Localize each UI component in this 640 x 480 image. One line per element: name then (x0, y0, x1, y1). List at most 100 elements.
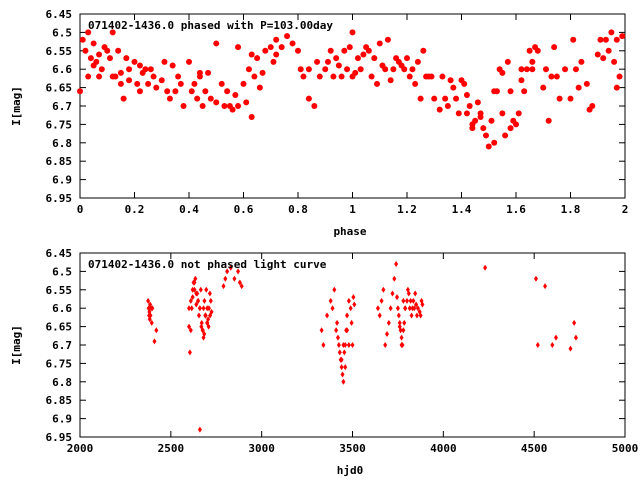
phased-data-point (371, 55, 378, 62)
unphased-data-point (203, 312, 208, 319)
phased-data-point (491, 139, 498, 146)
phased-data-point (295, 47, 301, 54)
phased-data-point (602, 36, 609, 43)
phased-data-point (597, 36, 604, 43)
phased-y-tick-label: 6.85 (46, 155, 73, 168)
phased-data-point (545, 117, 552, 124)
phased-data-point (439, 73, 446, 80)
phased-data-point (311, 103, 318, 109)
unphased-data-point (343, 364, 348, 371)
unphased-data-point (383, 342, 388, 348)
phased-data-point (485, 143, 492, 150)
phased-data-point (360, 51, 367, 58)
phased-data-point (414, 58, 421, 65)
unphased-data-point (346, 342, 351, 348)
phased-data-point (463, 91, 470, 98)
phased-data-point (243, 99, 250, 106)
phased-data-point (616, 73, 623, 80)
unphased-x-tick-label: 4500 (521, 442, 548, 455)
phased-data-point (368, 73, 375, 80)
phased-data-point (518, 66, 525, 73)
unphased-data-point (403, 305, 408, 312)
phased-data-point (502, 132, 509, 139)
phased-y-tick-label: 6.95 (46, 192, 73, 205)
unphased-y-tick-label: 6.9 (52, 413, 72, 426)
phased-data-point (436, 106, 443, 113)
unphased-data-point (328, 297, 333, 304)
unphased-data-point (197, 426, 202, 433)
phased-data-point (117, 69, 124, 76)
phased-data-point (96, 73, 103, 80)
unphased-data-point (202, 297, 207, 304)
unphased-data-point (339, 356, 344, 363)
phased-data-point (90, 62, 97, 69)
phased-data-point (267, 44, 274, 51)
phased-data-point (191, 80, 198, 87)
phased-data-point (245, 66, 252, 73)
phased-data-point (583, 80, 590, 87)
unphased-data-point (390, 290, 395, 297)
unphased-data-point (196, 297, 201, 304)
unphased-data-point (192, 279, 197, 286)
unphased-data-point (236, 268, 241, 275)
unphased-data-point (348, 305, 353, 312)
phased-data-point (224, 88, 231, 95)
unphased-data-point (194, 290, 199, 297)
unphased-y-tick-label: 6.75 (46, 357, 73, 370)
unphased-x-tick-label: 4000 (430, 442, 457, 455)
phased-data-point (316, 73, 323, 80)
phased-data-point (349, 73, 356, 80)
phased-x-tick-label: 0.8 (288, 203, 308, 216)
phased-data-point (207, 95, 214, 102)
unphased-axis-ticks: 2000 2500 3000 3500 4000 4500 5000 6.45 6.5 6.55 6… (46, 247, 639, 455)
phased-data-point (513, 121, 519, 128)
unphased-data-point (385, 330, 390, 337)
unphased-data-point (415, 305, 420, 312)
unphased-data-point (237, 279, 242, 286)
phased-x-tick-label: 0 (77, 203, 84, 216)
phased-data-point (164, 88, 171, 95)
unphased-data-point (208, 297, 213, 304)
phased-data-point (136, 88, 143, 95)
phased-y-tick-label: 6.9 (52, 174, 72, 187)
unphased-data-point (397, 319, 402, 326)
unphased-data-point (332, 286, 337, 293)
phased-data-point (540, 84, 547, 91)
unphased-data-point (377, 312, 382, 319)
phased-data-point (98, 66, 105, 73)
phased-data-point (248, 51, 255, 58)
phased-data-point (507, 88, 514, 95)
phased-data-point (136, 62, 143, 69)
phased-data-point (169, 62, 176, 69)
phased-data-point (327, 47, 334, 54)
unphased-data-point (395, 294, 400, 301)
phased-data-point (314, 58, 321, 65)
unphased-data-point (408, 297, 413, 304)
unphased-data-point (205, 319, 210, 326)
phased-data-point (404, 55, 410, 62)
unphased-data-point (239, 283, 244, 290)
unphased-y-tick-label: 6.7 (52, 339, 72, 352)
unphased-data-point (420, 301, 425, 308)
phased-data-point (354, 55, 361, 62)
phased-data-point (273, 36, 280, 43)
phased-data-point (534, 47, 541, 54)
unphased-y-tick-label: 6.45 (46, 247, 73, 260)
phased-data-point (186, 58, 192, 65)
phased-data-point (463, 110, 470, 117)
unphased-y-tick-label: 6.65 (46, 321, 73, 334)
phased-data-point (523, 66, 530, 73)
phased-data-point (428, 73, 435, 80)
unphased-data-point (150, 305, 155, 312)
phased-x-tick-label: 1 (349, 203, 356, 216)
phased-data-point (344, 66, 351, 73)
unphased-data-point (188, 327, 193, 334)
phased-axis-ticks: 0 0.2 0.4 0.6 0.8 1 1.2 1.4 1.6 1.8 2 6.45 6.5 6.55 6.… (46, 8, 629, 216)
unphased-data-point (187, 323, 191, 330)
phased-data-point (374, 80, 381, 87)
phased-data-point (442, 95, 449, 102)
unphased-data-point (336, 342, 341, 348)
phased-data-point (180, 103, 187, 109)
phased-data-point (213, 99, 220, 106)
